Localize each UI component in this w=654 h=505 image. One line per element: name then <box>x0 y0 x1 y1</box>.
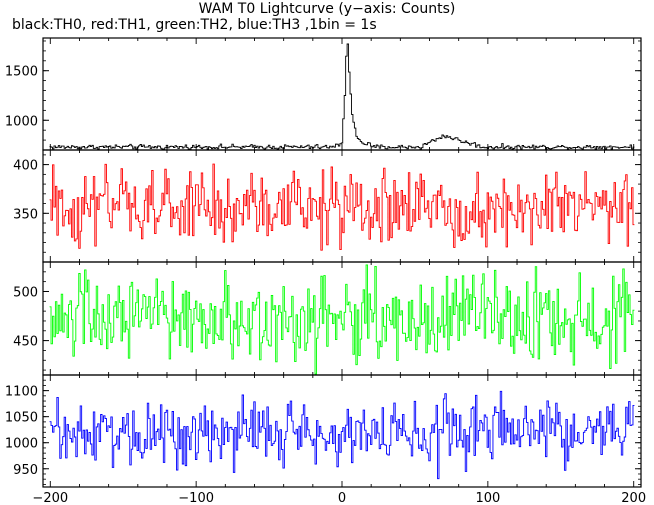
panel-th2: 450 500 <box>13 261 642 376</box>
panel-th3: 950 1000 1050 1100 <box>5 374 642 488</box>
y-tick-label: 1000 <box>5 114 38 129</box>
chart-subtitle: black:TH0, red:TH1, green:TH2, blue:TH3 … <box>12 17 377 33</box>
x-tick-label: −200 <box>32 491 68 505</box>
series-line-th2 <box>49 264 635 375</box>
x-tick-label: 100 <box>475 491 500 505</box>
y-tick-label: 1050 <box>5 411 38 426</box>
series-line-th0 <box>49 43 635 150</box>
y-tick-label: 500 <box>13 285 38 300</box>
panel-th0: 1000 1500 <box>5 37 642 151</box>
y-tick-label: 450 <box>13 335 38 350</box>
y-tick-label: 950 <box>13 463 38 478</box>
y-tick-label: 350 <box>13 207 38 222</box>
series-line-th3 <box>49 390 635 480</box>
y-tick-label: 1100 <box>5 385 38 400</box>
chart-title: WAM T0 Lightcurve (y−axis: Counts) <box>198 1 456 17</box>
series-line-th1 <box>49 163 635 251</box>
panel-th1: 350 400 <box>13 149 642 263</box>
y-tick-label: 400 <box>13 159 38 174</box>
panel-frame <box>42 37 642 151</box>
x-tick-label: 0 <box>338 491 346 505</box>
y-tick-label: 1500 <box>5 65 38 80</box>
x-tick-label: −100 <box>178 491 214 505</box>
y-tick-label: 1000 <box>5 437 38 452</box>
x-tick-label: 200 <box>621 491 646 505</box>
